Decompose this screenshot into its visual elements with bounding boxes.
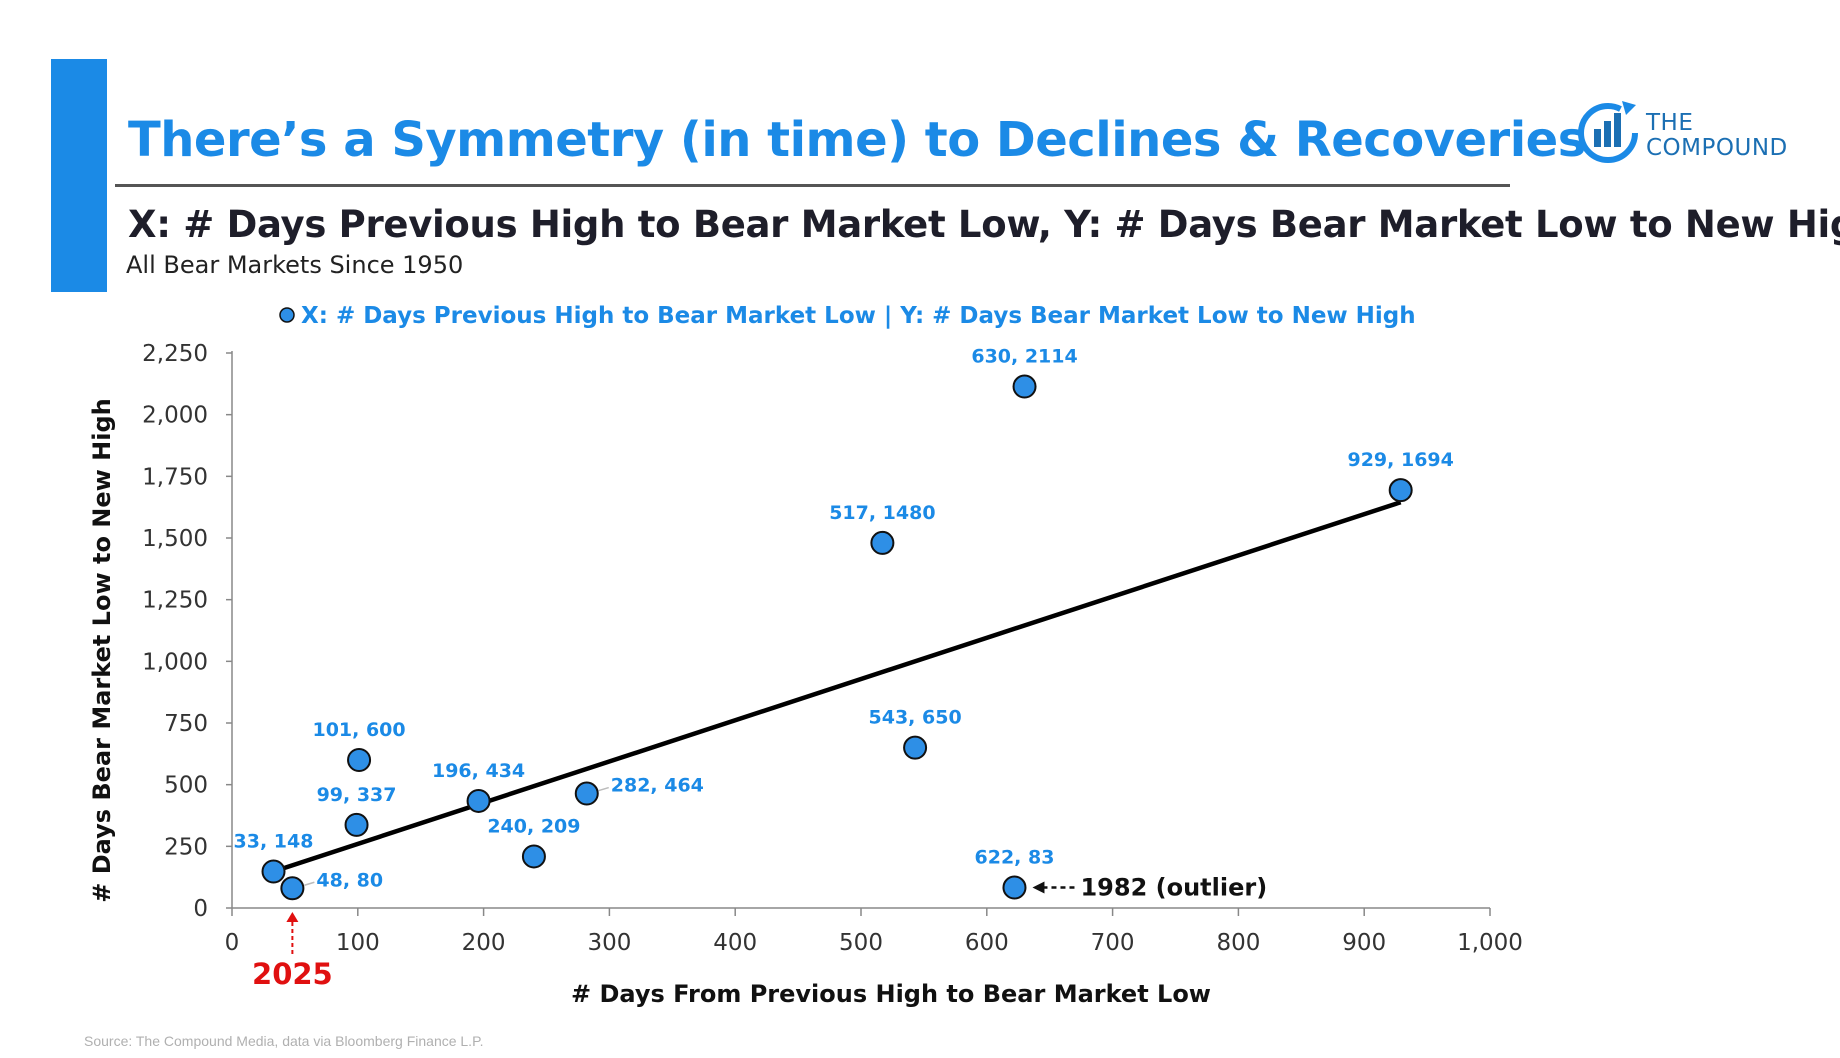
y-tick-label: 0 — [193, 896, 208, 922]
data-label: 543, 650 — [869, 707, 962, 729]
y-tick-label: 1,250 — [142, 588, 208, 614]
year-marker-arrowhead — [286, 912, 299, 922]
outlier-annotation: 1982 (outlier) — [1080, 874, 1267, 902]
x-tick-label: 800 — [1216, 930, 1260, 956]
x-tick-label: 200 — [462, 930, 506, 956]
y-tick-label: 1,500 — [142, 526, 208, 552]
data-label: 517, 1480 — [829, 502, 935, 524]
chart-subtitle: X: # Days Previous High to Bear Market L… — [128, 203, 1840, 246]
y-tick-label: 2,000 — [142, 403, 208, 429]
x-tick-label: 600 — [965, 930, 1009, 956]
data-point — [870, 530, 895, 555]
data-label: 630, 2114 — [971, 346, 1077, 368]
data-point — [1002, 875, 1027, 900]
data-point — [466, 788, 491, 813]
label-leader — [598, 786, 609, 792]
x-tick-label: 700 — [1091, 930, 1135, 956]
y-axis-title: # Days Bear Market Low to New High — [88, 398, 116, 903]
x-tick-label: 400 — [713, 930, 757, 956]
compound-logo-icon — [1578, 101, 1638, 163]
annotations: 1982 (outlier) 2025 — [252, 874, 1267, 991]
data-point — [574, 781, 599, 806]
brand-name: THE COMPOUND — [1646, 111, 1788, 161]
chart-legend: X: # Days Previous High to Bear Market L… — [279, 303, 1416, 329]
outlier-arrowhead — [1032, 881, 1045, 894]
y-tick-label: 750 — [164, 711, 208, 737]
data-label: 240, 209 — [487, 815, 580, 837]
data-point — [347, 748, 372, 772]
chart-caption: All Bear Markets Since 1950 — [126, 251, 464, 279]
chart-axes: 0 100 200 300 400 500 600 700 800 900 1,000 0 250 500… — [142, 341, 1523, 956]
data-label: 622, 83 — [975, 847, 1055, 869]
title-divider — [115, 184, 1510, 187]
year-2025-annotation: 2025 — [252, 957, 333, 991]
brand-line-2: COMPOUND — [1646, 135, 1788, 161]
data-label: 196, 434 — [432, 760, 525, 782]
data-point — [261, 859, 286, 884]
legend-label: X: # Days Previous High to Bear Market L… — [301, 303, 1416, 329]
x-tick-label: 100 — [336, 930, 380, 956]
x-tick-label: 500 — [839, 930, 883, 956]
x-tick-label: 1,000 — [1457, 930, 1523, 956]
x-tick-label: 0 — [225, 930, 240, 956]
data-label: 282, 464 — [611, 775, 704, 797]
x-tick-label: 300 — [587, 930, 631, 956]
x-tick-label: 900 — [1342, 930, 1386, 956]
trendline — [272, 500, 1402, 874]
page-title: There’s a Symmetry (in time) to Declines… — [128, 112, 1586, 168]
y-tick-label: 500 — [164, 773, 208, 799]
data-point — [903, 735, 928, 760]
data-label: 99, 337 — [317, 784, 397, 806]
data-label: 33, 148 — [234, 830, 314, 852]
y-tick-label: 250 — [164, 834, 208, 860]
label-leader — [304, 881, 315, 886]
x-axis-title: # Days From Previous High to Bear Market… — [571, 980, 1211, 1008]
accent-bar — [51, 59, 107, 292]
brand-line-1: THE — [1646, 110, 1694, 136]
data-point — [521, 844, 546, 869]
data-label: 101, 600 — [312, 719, 405, 741]
data-point — [1012, 374, 1037, 399]
legend-marker — [279, 307, 295, 323]
data-label: 48, 80 — [316, 869, 383, 891]
y-tick-label: 1,000 — [142, 649, 208, 675]
data-point — [1388, 478, 1413, 503]
data-point — [344, 812, 369, 837]
data-label: 929, 1694 — [1347, 449, 1453, 471]
source-note: Source: The Compound Media, data via Blo… — [84, 1033, 484, 1049]
data-point — [280, 876, 305, 901]
y-tick-label: 1,750 — [142, 464, 208, 490]
y-tick-label: 2,250 — [142, 341, 208, 367]
trendline-group — [272, 500, 1402, 874]
